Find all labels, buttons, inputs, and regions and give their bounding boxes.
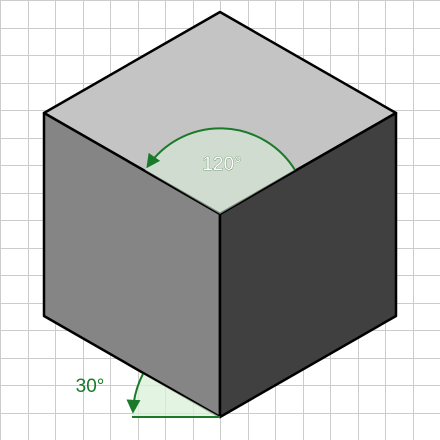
bottom-angle-annotation: 30°	[76, 373, 220, 418]
top-angle-sector	[145, 128, 295, 214]
bottom-angle-sector	[131, 374, 220, 417]
top-angle-label: 120°	[202, 154, 241, 175]
bottom-angle-label: 30°	[76, 376, 105, 397]
cube	[42, 10, 398, 419]
top-angle-arc	[146, 127, 296, 171]
bottom-angle-arc	[126, 373, 144, 414]
top-angle-annotation: 120°	[145, 127, 296, 214]
cube-right-face	[218, 111, 398, 419]
